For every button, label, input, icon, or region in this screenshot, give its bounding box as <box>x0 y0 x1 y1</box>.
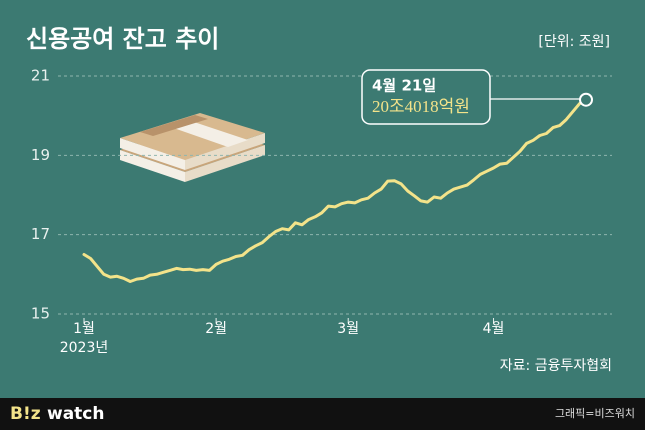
credit: 그래픽=비즈워치 <box>555 407 635 420</box>
x-tick-label: 4월 <box>483 321 505 337</box>
y-tick-label: 17 <box>31 225 50 243</box>
annotation-date: 4월 21일 <box>372 77 436 95</box>
background <box>0 0 645 398</box>
chart-title: 신용공여 잔고 추이 <box>26 25 219 53</box>
y-tick-label: 15 <box>31 305 50 323</box>
y-tick-label: 21 <box>31 67 50 85</box>
annotation-value: 20조4018억원 <box>372 97 470 116</box>
source: 자료: 금융투자협회 <box>500 358 612 374</box>
footer-bar <box>0 398 645 430</box>
y-tick-label: 19 <box>31 146 50 164</box>
end-point <box>579 92 593 107</box>
logo: watch <box>47 404 104 424</box>
money-illustration <box>120 113 265 182</box>
annotation: 4월 21일 20조4018억원 <box>361 69 580 125</box>
annotation-box <box>361 69 491 125</box>
logo: B!z <box>10 404 41 424</box>
x-tick-label: 2월 <box>205 321 227 337</box>
unit-label: [단위: 조원] <box>538 34 610 50</box>
x-tick-label: 3월 <box>337 321 359 337</box>
x-tick-label: 1월 <box>73 321 95 337</box>
x-year-label: 2023년 <box>60 340 109 356</box>
line <box>82 98 588 283</box>
plot: 15 17 19 21 1월 2023년 2월 3월 4월 <box>31 67 612 356</box>
